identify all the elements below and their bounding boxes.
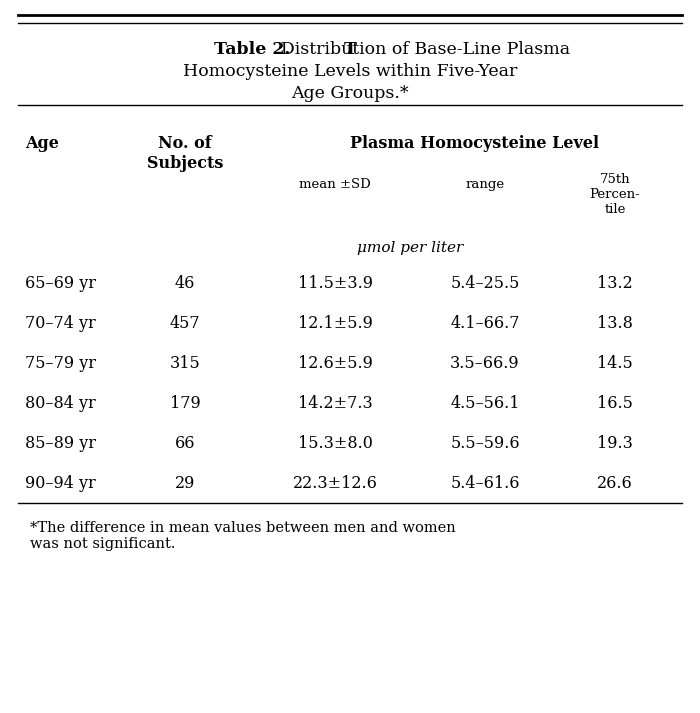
Text: 4.1–66.7: 4.1–66.7 (450, 315, 519, 332)
Text: 19.3: 19.3 (597, 435, 633, 452)
Text: 13.2: 13.2 (597, 275, 633, 292)
Text: 457: 457 (169, 315, 200, 332)
Text: 15.3±8.0: 15.3±8.0 (298, 435, 372, 452)
Text: Age Groups.*: Age Groups.* (291, 85, 409, 102)
Text: 26.6: 26.6 (597, 475, 633, 492)
Text: 85–89 yr: 85–89 yr (25, 435, 96, 452)
Text: 66: 66 (175, 435, 195, 452)
Text: No. of
Subjects: No. of Subjects (147, 135, 223, 172)
Text: 5.5–59.6: 5.5–59.6 (450, 435, 520, 452)
Text: 80–84 yr: 80–84 yr (25, 395, 96, 412)
Text: Homocysteine Levels within Five-Year: Homocysteine Levels within Five-Year (183, 63, 517, 80)
Text: 65–69 yr: 65–69 yr (25, 275, 96, 292)
Text: 14.2±7.3: 14.2±7.3 (298, 395, 372, 412)
Text: mean ±SD: mean ±SD (299, 178, 371, 191)
Text: 179: 179 (169, 395, 200, 412)
Text: 13.8: 13.8 (597, 315, 633, 332)
Text: 12.1±5.9: 12.1±5.9 (298, 315, 372, 332)
Text: Age: Age (25, 135, 59, 152)
Text: 22.3±12.6: 22.3±12.6 (293, 475, 377, 492)
Text: 70–74 yr: 70–74 yr (25, 315, 96, 332)
Text: 29: 29 (175, 475, 195, 492)
Text: 4.5–56.1: 4.5–56.1 (450, 395, 519, 412)
Text: 16.5: 16.5 (597, 395, 633, 412)
Text: 3.5–66.9: 3.5–66.9 (450, 355, 520, 372)
Text: 315: 315 (169, 355, 200, 372)
Text: 75–79 yr: 75–79 yr (25, 355, 96, 372)
Text: 5.4–61.6: 5.4–61.6 (450, 475, 519, 492)
Text: μmol per liter: μmol per liter (357, 241, 463, 255)
Text: 46: 46 (175, 275, 195, 292)
Text: 12.6±5.9: 12.6±5.9 (298, 355, 372, 372)
Text: 14.5: 14.5 (597, 355, 633, 372)
Text: Plasma Homocysteine Level: Plasma Homocysteine Level (351, 135, 599, 152)
Text: 11.5±3.9: 11.5±3.9 (298, 275, 372, 292)
Text: T: T (344, 41, 356, 58)
Text: 75th
Percen-
tile: 75th Percen- tile (589, 173, 640, 216)
Text: *The difference in mean values between men and women
was not significant.: *The difference in mean values between m… (30, 521, 456, 551)
Text: Table 2.: Table 2. (214, 41, 290, 58)
Text: 5.4–25.5: 5.4–25.5 (450, 275, 519, 292)
Text: range: range (466, 178, 505, 191)
Text: 90–94 yr: 90–94 yr (25, 475, 96, 492)
Text: Distribution of Base-Line Plasma: Distribution of Base-Line Plasma (272, 41, 570, 58)
